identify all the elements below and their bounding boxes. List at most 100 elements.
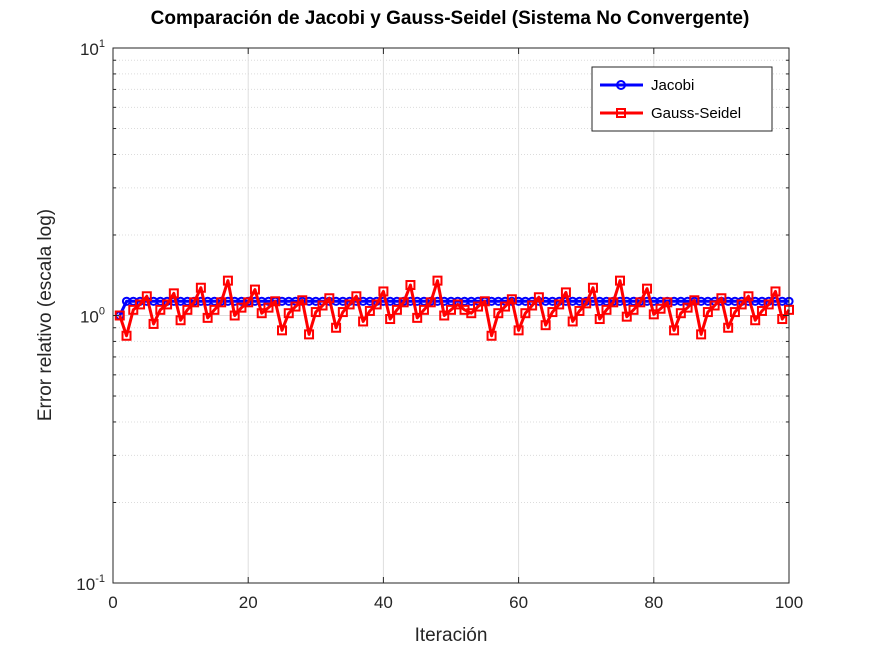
data-point-gauss-seidel bbox=[540, 320, 551, 331]
data-point-gauss-seidel bbox=[317, 300, 328, 311]
data-point-gauss-seidel bbox=[675, 308, 686, 319]
data-point-gauss-seidel bbox=[696, 329, 707, 340]
series-gauss-seidel bbox=[114, 275, 794, 341]
data-point-gauss-seidel bbox=[702, 307, 713, 318]
data-point-gauss-seidel bbox=[547, 307, 558, 318]
y-tick-label: 100 bbox=[80, 306, 105, 327]
x-tick-label: 20 bbox=[239, 593, 258, 612]
data-point-gauss-seidel bbox=[500, 301, 511, 312]
data-point-gauss-seidel bbox=[290, 301, 301, 312]
data-point-gauss-seidel bbox=[270, 296, 281, 307]
data-point-gauss-seidel bbox=[364, 305, 375, 316]
x-axis-label: Iteración bbox=[415, 625, 488, 646]
data-point-gauss-seidel bbox=[243, 297, 254, 308]
data-point-gauss-seidel bbox=[222, 275, 233, 286]
x-tick-label: 80 bbox=[644, 593, 663, 612]
legend-item-jacobi: Jacobi bbox=[600, 77, 694, 94]
data-point-gauss-seidel bbox=[304, 329, 315, 340]
legend-label-jacobi: Jacobi bbox=[651, 77, 694, 94]
data-point-gauss-seidel bbox=[297, 295, 308, 306]
data-point-gauss-seidel bbox=[371, 299, 382, 310]
data-point-gauss-seidel bbox=[175, 315, 186, 326]
series-layer bbox=[114, 275, 794, 341]
data-point-gauss-seidel bbox=[378, 286, 389, 297]
data-point-gauss-seidel bbox=[750, 315, 761, 326]
data-point-gauss-seidel bbox=[425, 297, 436, 308]
data-point-gauss-seidel bbox=[669, 325, 680, 336]
data-point-gauss-seidel bbox=[256, 308, 267, 319]
data-point-gauss-seidel bbox=[337, 307, 348, 318]
data-point-gauss-seidel bbox=[249, 284, 260, 295]
data-point-gauss-seidel bbox=[594, 314, 605, 325]
data-point-gauss-seidel bbox=[628, 304, 639, 315]
data-point-gauss-seidel bbox=[331, 322, 342, 333]
data-point-gauss-seidel bbox=[527, 300, 538, 311]
x-tick-label: 0 bbox=[108, 593, 117, 612]
x-tick-label: 40 bbox=[374, 593, 393, 612]
data-point-gauss-seidel bbox=[405, 280, 416, 291]
data-point-gauss-seidel bbox=[439, 310, 450, 321]
data-point-gauss-seidel bbox=[736, 299, 747, 310]
data-point-gauss-seidel bbox=[763, 299, 774, 310]
data-point-gauss-seidel bbox=[277, 325, 287, 336]
data-point-gauss-seidel bbox=[182, 304, 193, 315]
data-point-gauss-seidel bbox=[709, 300, 720, 311]
data-point-gauss-seidel bbox=[418, 304, 429, 315]
data-point-gauss-seidel bbox=[432, 275, 443, 286]
data-point-gauss-seidel bbox=[723, 322, 734, 333]
data-point-gauss-seidel bbox=[635, 297, 646, 308]
data-point-gauss-seidel bbox=[168, 288, 179, 299]
data-point-gauss-seidel bbox=[452, 299, 463, 310]
legend-box bbox=[591, 66, 773, 132]
data-point-gauss-seidel bbox=[716, 293, 727, 304]
data-point-gauss-seidel bbox=[310, 307, 321, 318]
y-axis-label: Error relativo (escala log) bbox=[35, 209, 56, 421]
data-point-gauss-seidel bbox=[283, 308, 294, 319]
data-point-gauss-seidel bbox=[121, 330, 132, 341]
data-point-gauss-seidel bbox=[391, 304, 402, 315]
data-point-gauss-seidel bbox=[473, 301, 484, 312]
data-point-gauss-seidel bbox=[466, 308, 477, 319]
data-point-gauss-seidel bbox=[189, 297, 200, 308]
y-tick-labels: 10-1 100 101 bbox=[76, 38, 105, 594]
data-point-gauss-seidel bbox=[655, 303, 666, 314]
data-point-gauss-seidel bbox=[148, 318, 159, 329]
data-point-gauss-seidel bbox=[648, 309, 659, 320]
data-point-gauss-seidel bbox=[236, 302, 247, 313]
data-point-gauss-seidel bbox=[587, 282, 598, 293]
data-point-gauss-seidel bbox=[263, 302, 274, 313]
data-point-gauss-seidel bbox=[729, 307, 740, 318]
plot-area bbox=[112, 47, 794, 584]
data-point-gauss-seidel bbox=[770, 286, 781, 297]
data-point-gauss-seidel bbox=[479, 296, 490, 307]
data-point-gauss-seidel bbox=[344, 299, 355, 310]
data-point-gauss-seidel bbox=[385, 314, 396, 325]
data-point-gauss-seidel bbox=[581, 298, 592, 309]
data-point-gauss-seidel bbox=[608, 297, 619, 308]
data-point-gauss-seidel bbox=[513, 325, 524, 336]
data-point-gauss-seidel bbox=[229, 310, 240, 321]
data-point-gauss-seidel bbox=[398, 297, 409, 308]
data-point-gauss-seidel bbox=[756, 305, 767, 316]
data-point-gauss-seidel bbox=[574, 305, 585, 316]
data-point-gauss-seidel bbox=[533, 292, 544, 303]
data-point-gauss-seidel bbox=[195, 282, 206, 293]
legend: Jacobi Gauss-Seidel bbox=[591, 66, 773, 132]
data-point-gauss-seidel bbox=[520, 308, 531, 319]
data-point-gauss-seidel bbox=[209, 304, 220, 315]
x-tick-labels: 0 20 40 60 80 100 bbox=[108, 593, 803, 612]
data-point-gauss-seidel bbox=[128, 304, 139, 315]
data-point-gauss-seidel bbox=[216, 297, 227, 308]
legend-label-gauss-seidel: Gauss-Seidel bbox=[651, 105, 741, 122]
data-point-gauss-seidel bbox=[506, 294, 517, 305]
data-point-gauss-seidel bbox=[662, 297, 673, 308]
data-point-gauss-seidel bbox=[141, 291, 152, 302]
legend-item-gauss-seidel: Gauss-Seidel bbox=[600, 105, 741, 122]
data-point-gauss-seidel bbox=[351, 291, 362, 302]
data-point-gauss-seidel bbox=[642, 283, 653, 294]
data-point-gauss-seidel bbox=[446, 304, 456, 315]
legend-marker-gauss-seidel bbox=[616, 108, 626, 118]
tick-marks bbox=[112, 47, 790, 584]
data-point-gauss-seidel bbox=[202, 312, 213, 323]
